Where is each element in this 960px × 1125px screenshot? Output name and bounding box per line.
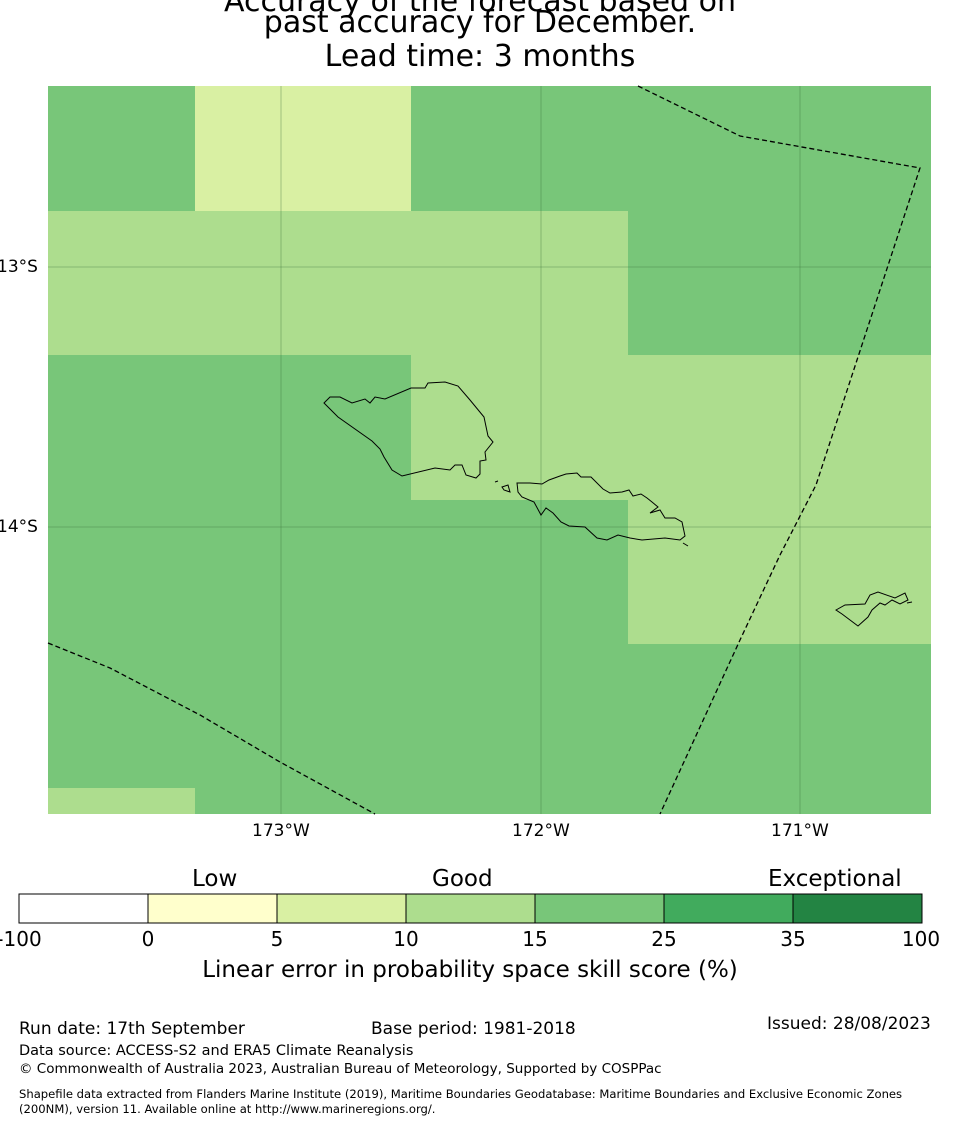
colorbar-tick: -100 [0,927,42,951]
lon-label-171w: 171°W [771,821,829,841]
lat-label-13s: 13°S [0,257,38,277]
title-line-2: past accuracy for December. [263,5,697,40]
issued-date: Issued: 28/08/2023 [767,1014,931,1034]
savaii-island [323,381,494,479]
colorbar-tick: 0 [141,927,155,951]
colorbar-tick: 100 [901,927,941,951]
lat-label-14s: 14°S [0,517,38,537]
eez-boundaries [47,85,921,815]
colorbar-segment [663,893,794,924]
colorbar-segment [405,893,536,924]
grid-cell [48,211,628,355]
title-line-1: Accuracy of the forecast based on [223,0,737,19]
colorbar-tick: 35 [780,927,806,951]
grid-cell [628,500,931,644]
colorbar-tick: 5 [270,927,284,951]
islet [501,484,511,493]
colorbar-tick: 15 [522,927,548,951]
colorbar-segment [534,893,665,924]
colorbar-tick: 25 [651,927,677,951]
islet [682,542,689,547]
colorbar-category-low: Low [192,866,238,892]
base-period: Base period: 1981-2018 [371,1019,576,1039]
grid-cell [48,788,195,814]
lon-label-172w: 172°W [512,821,570,841]
grid-cell [411,86,931,211]
grid-cell [411,355,931,500]
coastlines [323,381,913,627]
graticule [48,86,931,814]
title-line-3: Lead time: 3 months [324,39,636,74]
upolu-island [516,472,686,541]
copyright: © Commonwealth of Australia 2023, Austra… [19,1061,662,1077]
colorbar-category-good: Good [432,866,493,892]
run-date: Run date: 17th September [19,1019,245,1039]
shapefile-credit-line-2: (200NM), version 11. Available online at… [19,1102,436,1116]
eez-boundary-east [637,85,921,815]
shapefile-credit-line-1: Shapefile data extracted from Flanders M… [19,1087,903,1101]
colorbar-tick: 10 [393,927,419,951]
colorbar-segment [276,893,407,924]
islet [906,601,913,604]
grid-cell [628,211,931,355]
colorbar [18,893,923,924]
grid-cell [195,86,411,211]
lon-label-173w: 173°W [252,821,310,841]
islet [494,480,499,483]
skill-grid [48,86,931,814]
colorbar-segment [147,893,278,924]
colorbar-segment [18,893,149,924]
colorbar-label: Linear error in probability space skill … [202,957,738,983]
grid-cell [48,86,195,211]
grid-cell [48,500,628,644]
colorbar-segment [792,893,923,924]
data-source: Data source: ACCESS-S2 and ERA5 Climate … [19,1043,414,1059]
grid-cell [48,355,411,500]
colorbar-category-exceptional: Exceptional [768,866,902,892]
eez-boundary-southwest [47,642,376,815]
tutuila-island [835,591,909,627]
grid-cell [48,644,931,814]
